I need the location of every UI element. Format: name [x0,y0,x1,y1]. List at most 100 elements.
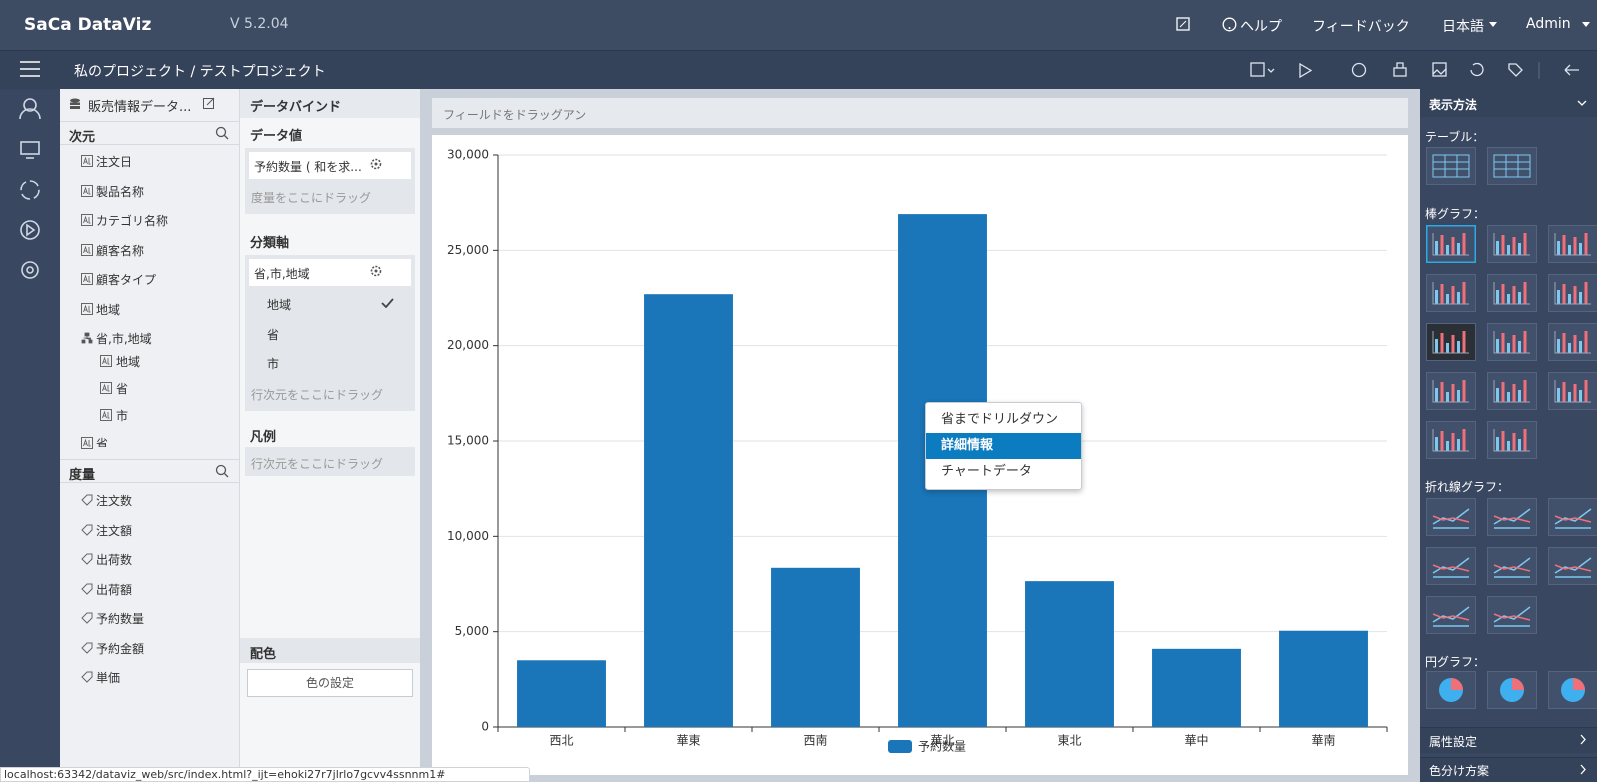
hierarchy-field[interactable]: 省 [116,382,129,396]
thumb-bar [1435,437,1438,451]
thumb-bar [1512,286,1516,304]
measure-field[interactable]: 出荷額 [96,582,133,597]
chart-type-option[interactable] [1548,323,1597,361]
logo[interactable]: SaCa DataViz [24,15,152,35]
breadcrumb[interactable]: 私のプロジェクト / テストプロジェクト [74,64,326,80]
toolbar-icons[interactable] [1245,61,1585,81]
search-icon[interactable] [215,464,229,478]
field-icon [100,355,112,367]
field-icon [81,332,93,344]
chart-type-option[interactable] [1426,421,1476,459]
chart-type-option[interactable] [1487,147,1537,185]
chart-type-option[interactable] [1426,225,1476,263]
legend-label[interactable]: 予約数量 [918,739,966,754]
measure-field[interactable]: 予約金額 [96,641,145,656]
chart-type-option[interactable] [1426,498,1476,536]
thumb-bar [1457,439,1460,451]
chart-type-option[interactable] [1487,225,1537,263]
section-title: 属性設定 [1429,735,1478,749]
chart-type-option[interactable] [1426,147,1476,185]
edit-icon[interactable] [203,97,215,109]
bar[interactable] [517,660,606,727]
dimensions-title: 次元 [69,130,96,145]
thumb-bar [1451,237,1455,255]
chart-type-option[interactable] [1548,671,1597,709]
chart-type-option[interactable] [1487,274,1537,312]
chevron[interactable] [1577,100,1587,107]
bar[interactable] [1152,648,1241,727]
bar[interactable] [1025,581,1114,727]
menu-item[interactable]: 省までドリルダウン [941,412,1059,427]
dimension-field[interactable]: 地域 [96,302,121,317]
menu-button[interactable] [20,60,40,78]
nav-icons[interactable] [0,89,60,289]
measure-field[interactable]: 出荷数 [96,553,133,567]
measure-field[interactable]: 単価 [96,671,121,685]
chart-type-option[interactable] [1548,274,1597,312]
chart-type-option[interactable] [1487,547,1537,585]
chart-type-option[interactable] [1487,671,1537,709]
field-icon [81,243,93,256]
dataset-name[interactable]: 販売情報データ... [88,100,192,115]
thumb-frame [1548,274,1597,312]
search-icon[interactable] [215,126,229,140]
feedback-link[interactable]: フィードバック [1312,19,1410,35]
axis-level[interactable]: 省 [267,327,280,342]
language-select[interactable]: 日本語 [1442,19,1484,35]
gear-icon[interactable] [370,158,382,170]
user-menu[interactable]: Admin [1526,16,1571,32]
chart-type-option[interactable] [1487,596,1537,634]
chart-type-option[interactable] [1426,547,1476,585]
axis-level[interactable]: 地域 [267,298,292,312]
chart-type-option[interactable] [1426,323,1476,361]
edit-icon[interactable] [1176,17,1190,31]
chart-type-option[interactable] [1548,498,1597,536]
dimension-field[interactable]: カテゴリ名称 [96,214,169,228]
color-button[interactable]: 色の設定 [247,669,413,697]
dimension-field[interactable]: 顧客名称 [96,243,145,258]
hierarchy-field[interactable]: 地域 [116,355,141,369]
x-tick-label: 華北 [930,734,954,748]
dimension-field[interactable]: 省,市,地域 [96,332,152,346]
thumb-bar [1568,245,1571,255]
gear-icon[interactable] [370,265,382,277]
section-row[interactable] [1420,757,1597,782]
dimension-field[interactable]: 省 [96,437,109,447]
icon-glyph [102,410,110,419]
help-link[interactable]: ヘルプ [1240,19,1282,35]
chart-type-option[interactable] [1487,498,1537,536]
chart-type-option[interactable] [1487,323,1537,361]
menu-item[interactable]: チャートデータ [941,464,1032,479]
bound-field-label: 省,市,地域 [254,267,310,281]
thumb-frame [1426,274,1476,312]
chart-type-option[interactable] [1426,596,1476,634]
chart-type-option[interactable] [1426,372,1476,410]
chart-type-option[interactable] [1426,274,1476,312]
chart-type-option[interactable] [1487,372,1537,410]
dimension-field[interactable]: 製品名称 [96,184,145,199]
measure-field[interactable]: 予約数量 [96,612,145,626]
y-tick-label: 0 [481,720,489,734]
bar[interactable] [1279,630,1368,727]
y-tick-label: 5,000 [455,624,489,638]
menu-item[interactable]: 詳細情報 [926,433,1081,459]
chart-type-option[interactable] [1548,372,1597,410]
chart-type-option[interactable] [1548,225,1597,263]
thumb-bar [1507,294,1510,304]
field-icon [100,382,112,394]
dimension-field[interactable]: 顧客タイプ [96,273,157,287]
bar[interactable] [644,294,733,727]
chart-type-option[interactable] [1487,421,1537,459]
hierarchy-field[interactable]: 市 [116,409,129,423]
section-row[interactable] [1420,727,1597,753]
axis-level[interactable]: 市 [267,357,280,371]
chart-type-option[interactable] [1426,671,1476,709]
dimension-field[interactable]: 注文日 [96,155,133,169]
measure-field[interactable]: 注文数 [96,494,133,508]
measure-field[interactable]: 注文額 [96,523,133,538]
bar[interactable] [771,567,860,727]
thumb-bar [1573,335,1577,353]
chart-type-option[interactable] [1548,547,1597,585]
bound-field[interactable] [249,152,411,179]
bound-field[interactable] [249,259,411,286]
